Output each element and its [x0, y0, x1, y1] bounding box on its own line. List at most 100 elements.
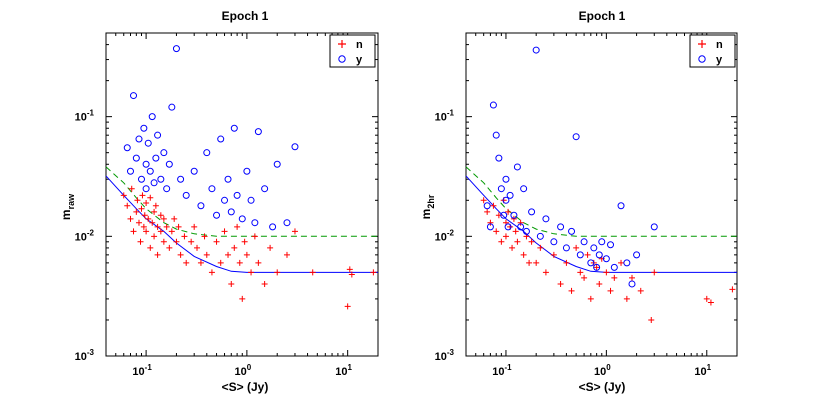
left-point-n	[154, 251, 161, 258]
left-point-n	[173, 238, 180, 245]
right-point-n	[526, 259, 533, 266]
right-point-y	[633, 251, 641, 259]
right-point-n	[517, 219, 524, 226]
right-point-y	[590, 244, 598, 252]
right-point-n	[707, 299, 714, 306]
right-point-y	[593, 263, 601, 271]
left-point-n	[137, 238, 144, 245]
left-point-n	[157, 212, 164, 219]
left-point-n	[127, 215, 134, 222]
left-point-n	[217, 259, 224, 266]
left-point-n	[188, 238, 195, 245]
right-legend-box	[689, 34, 736, 68]
left-x-tick-label: 101	[335, 363, 352, 378]
left-point-n	[128, 185, 135, 192]
left-legend-circle-marker	[338, 55, 346, 63]
right-chart-title: Epoch 1	[579, 9, 626, 23]
left-x-tick-exponent: 0	[247, 363, 252, 372]
right-legend: n y	[689, 34, 736, 68]
left-point-n	[147, 244, 154, 251]
left-point-n	[251, 233, 258, 240]
right-point-n	[502, 233, 509, 240]
left-point-n	[124, 202, 131, 209]
right-x-tick-exponent: 1	[707, 363, 712, 372]
right-point-n	[533, 259, 540, 266]
right-y-tick-exponent: -2	[447, 228, 455, 237]
right-point-y	[513, 163, 521, 171]
right-point-n	[603, 269, 610, 276]
left-point-y	[135, 135, 143, 143]
right-y-tick-exponent: -3	[447, 348, 455, 357]
left-point-n	[177, 251, 184, 258]
right-point-n	[484, 208, 491, 215]
left-x-axis-label: <S> (Jy)	[222, 380, 269, 394]
left-point-y	[123, 144, 131, 152]
right-point-n	[520, 251, 527, 258]
left-point-n	[201, 233, 208, 240]
right-solid-fit-curve	[465, 175, 737, 273]
right-point-n	[528, 238, 535, 245]
right-point-y	[650, 223, 658, 231]
left-chart-title: Epoch 1	[222, 9, 269, 23]
right-point-y	[497, 185, 505, 193]
right-legend-plus-marker	[698, 40, 706, 48]
right-point-y	[580, 238, 588, 246]
left-point-y	[190, 167, 198, 175]
right-point-y	[489, 101, 497, 109]
left-y-tick-exponent: -2	[87, 228, 95, 237]
left-point-y	[152, 154, 160, 162]
left-point-n	[241, 238, 248, 245]
right-y-label-main: m	[419, 209, 433, 220]
left-point-n	[239, 295, 246, 302]
right-x-axis-label: <S> (Jy)	[579, 380, 626, 394]
right-point-n	[729, 286, 736, 293]
right-point-n	[557, 280, 564, 287]
left-point-n	[141, 212, 148, 219]
right-point-n	[648, 316, 655, 323]
right-point-y	[502, 175, 510, 183]
left-y-tick-label: 10-1	[75, 109, 95, 124]
right-point-y	[500, 211, 508, 219]
right-point-y	[504, 223, 512, 231]
left-point-y	[197, 202, 205, 210]
right-point-n	[509, 244, 516, 251]
left-point-n	[168, 228, 175, 235]
right-point-y	[598, 238, 606, 246]
left-point-n	[267, 244, 274, 251]
right-point-n	[550, 251, 557, 258]
left-point-n	[231, 244, 238, 251]
left-point-n	[344, 303, 351, 310]
right-point-y	[522, 227, 530, 235]
left-legend: n y	[329, 34, 376, 68]
left-point-y	[243, 167, 251, 175]
left-point-n	[274, 269, 281, 276]
left-point-y	[269, 223, 277, 231]
right-point-y	[506, 191, 514, 199]
left-point-y	[254, 128, 262, 136]
right-point-n	[537, 244, 544, 251]
left-x-tick-label: 10-1	[132, 363, 152, 378]
left-point-n	[135, 219, 142, 226]
right-point-n	[505, 208, 512, 215]
left-point-n	[160, 238, 167, 245]
left-point-n	[208, 269, 215, 276]
left-point-y	[165, 160, 173, 168]
left-point-y	[140, 124, 148, 132]
left-point-n	[138, 205, 145, 212]
left-point-y	[154, 131, 162, 139]
left-point-n	[154, 223, 161, 230]
right-point-y	[528, 208, 536, 216]
left-point-y	[148, 113, 156, 121]
right-point-n	[493, 228, 500, 235]
left-point-n	[213, 238, 220, 245]
left-point-y	[230, 124, 238, 132]
left-plot-frame	[105, 32, 379, 357]
right-point-n	[628, 274, 635, 281]
right-point-y	[576, 251, 584, 259]
left-point-n	[175, 223, 182, 230]
right-y-tick-exponent: -1	[447, 109, 455, 118]
left-point-y	[261, 185, 269, 193]
left-point-y	[160, 149, 168, 157]
right-x-tick-exponent: -1	[505, 363, 513, 372]
